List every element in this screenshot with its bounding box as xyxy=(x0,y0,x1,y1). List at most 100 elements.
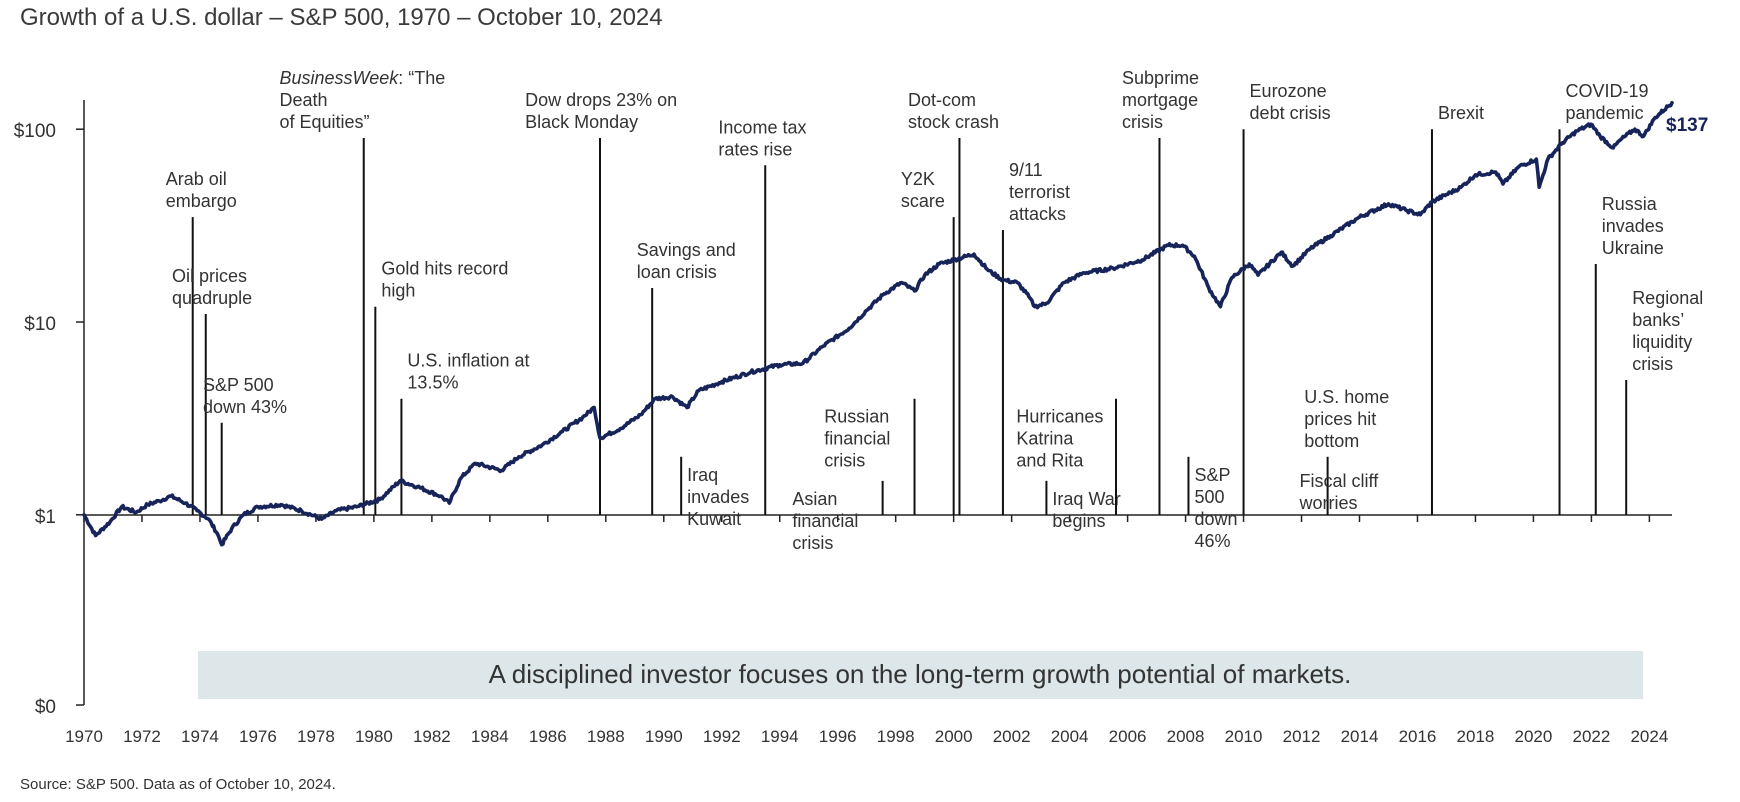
event-label: U.S. inflation at xyxy=(407,351,529,371)
event-label: worries xyxy=(1299,493,1358,513)
event-label: Hurricanes xyxy=(1016,407,1103,427)
event-label: begins xyxy=(1052,511,1105,531)
event-label: Black Monday xyxy=(525,112,638,132)
x-tick-label: 1998 xyxy=(877,727,915,746)
x-tick-label: 2002 xyxy=(993,727,1031,746)
event-label: debt crisis xyxy=(1250,103,1331,123)
event-label: Katrina xyxy=(1016,429,1074,449)
event-label: down xyxy=(1194,509,1237,529)
y-tick-label: $100 xyxy=(14,121,56,142)
x-tick-label: 2004 xyxy=(1051,727,1089,746)
x-tick-label: 2014 xyxy=(1341,727,1379,746)
event-label: U.S. home xyxy=(1304,387,1389,407)
banner-box xyxy=(198,651,1643,699)
event-label: S&P 500 xyxy=(203,375,274,395)
x-tick-label: 2016 xyxy=(1399,727,1437,746)
event-label: and Rita xyxy=(1016,451,1084,471)
event-label: Income tax xyxy=(718,117,806,137)
event-label: stock crash xyxy=(908,112,999,132)
event-label: COVID-19 xyxy=(1566,81,1649,101)
x-tick-label: 1972 xyxy=(123,727,161,746)
event-label: crisis xyxy=(1632,354,1673,374)
x-tick-label: 1974 xyxy=(181,727,219,746)
x-tick-label: 1970 xyxy=(65,727,103,746)
event-label: loan crisis xyxy=(637,262,717,282)
event-label: Arab oil xyxy=(166,169,227,189)
event-label: liquidity xyxy=(1632,332,1692,352)
x-tick-label: 2012 xyxy=(1283,727,1321,746)
event-label: 13.5% xyxy=(407,373,458,393)
event-label: BusinessWeek: “The xyxy=(280,68,446,88)
event-label: quadruple xyxy=(172,288,252,308)
event-label: invades xyxy=(687,487,749,507)
event-label: Brexit xyxy=(1438,103,1484,123)
event-label: scare xyxy=(901,191,945,211)
end-value-label: $137 xyxy=(1666,115,1708,136)
event-label: financial xyxy=(824,429,890,449)
event-label: terrorist xyxy=(1009,182,1070,202)
x-tick-label: 1976 xyxy=(239,727,277,746)
x-tick-label: 1990 xyxy=(645,727,683,746)
event-label: mortgage xyxy=(1122,90,1198,110)
event-label: Iraq War xyxy=(1052,489,1120,509)
event-label: prices hit xyxy=(1304,409,1376,429)
event-label-rest: : “The xyxy=(398,68,445,88)
event-label: Regional xyxy=(1632,288,1703,308)
y-tick-label: $1 xyxy=(35,507,56,528)
event-label: 500 xyxy=(1194,487,1224,507)
x-tick-label: 1996 xyxy=(819,727,857,746)
chart-title: Growth of a U.S. dollar – S&P 500, 1970 … xyxy=(20,4,663,31)
x-tick-label: 2000 xyxy=(935,727,973,746)
event-label: crisis xyxy=(792,533,833,553)
event-label: Gold hits record xyxy=(381,259,508,279)
event-label: high xyxy=(381,281,415,301)
event-label-italic: BusinessWeek xyxy=(280,68,400,88)
event-label: bottom xyxy=(1304,431,1359,451)
event-label: attacks xyxy=(1009,204,1066,224)
event-label: Savings and xyxy=(637,240,736,260)
event-label: rates rise xyxy=(718,139,792,159)
source-note: Source: S&P 500. Data as of October 10, … xyxy=(20,776,336,793)
event-label: Eurozone xyxy=(1250,81,1327,101)
event-label: Subprime xyxy=(1122,68,1199,88)
x-tick-label: 1986 xyxy=(529,727,567,746)
event-label: Iraq xyxy=(687,465,718,485)
event-label: Y2K xyxy=(901,169,935,189)
banner-group: A disciplined investor focuses on the lo… xyxy=(198,651,1643,699)
x-tick-label: 2008 xyxy=(1167,727,1205,746)
event-label: banks’ xyxy=(1632,310,1684,330)
event-label: Dow drops 23% on xyxy=(525,90,677,110)
x-tick-label: 1984 xyxy=(471,727,509,746)
event-label: Oil prices xyxy=(172,266,247,286)
x-tick-label: 1992 xyxy=(703,727,741,746)
x-tick-label: 2018 xyxy=(1457,727,1495,746)
x-tick-label: 2010 xyxy=(1225,727,1263,746)
event-label: 46% xyxy=(1194,531,1230,551)
event-label: Dot-com xyxy=(908,90,976,110)
event-label: pandemic xyxy=(1566,103,1644,123)
event-label: Russian xyxy=(824,407,889,427)
event-label: down 43% xyxy=(203,397,287,417)
x-tick-label: 1980 xyxy=(355,727,393,746)
event-label: of Equities” xyxy=(280,112,370,132)
y-tick-label: $0 xyxy=(35,697,56,718)
x-tick-label: 2024 xyxy=(1630,727,1668,746)
x-tick-label: 1978 xyxy=(297,727,335,746)
banner-text: A disciplined investor focuses on the lo… xyxy=(489,659,1352,689)
x-tick-label: 2022 xyxy=(1572,727,1610,746)
series-line xyxy=(82,101,1674,547)
event-label: invades xyxy=(1602,216,1664,236)
event-label: 9/11 xyxy=(1009,160,1043,180)
x-tick-label: 1988 xyxy=(587,727,625,746)
x-tick-label: 1994 xyxy=(761,727,799,746)
event-label: embargo xyxy=(166,191,237,211)
x-tick-label: 2020 xyxy=(1515,727,1553,746)
series-line-group: $137 xyxy=(82,101,1708,547)
event-label: Death xyxy=(280,90,328,110)
event-label: crisis xyxy=(824,451,865,471)
event-label: Kuwait xyxy=(687,509,741,529)
event-label: financial xyxy=(792,511,858,531)
x-tick-label: 1982 xyxy=(413,727,451,746)
